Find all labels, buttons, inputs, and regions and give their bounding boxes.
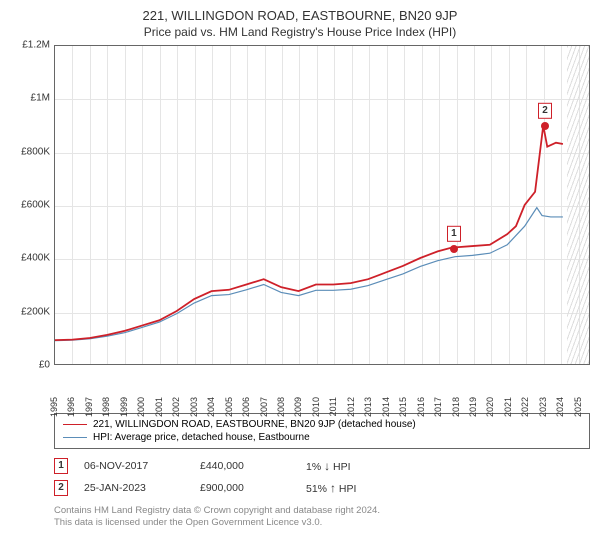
x-axis-label: 2013 <box>363 397 373 417</box>
x-axis-label: 2005 <box>224 397 234 417</box>
x-axis-label: 2007 <box>259 397 269 417</box>
y-axis-label: £1.2M <box>22 40 50 51</box>
x-axis-label: 2001 <box>154 397 164 417</box>
x-axis-label: 2006 <box>241 397 251 417</box>
sale-row: 1 06-NOV-2017 £440,000 1% ↓ HPI <box>54 455 590 477</box>
sale-marker-icon: 2 <box>538 103 552 119</box>
x-axis-label: 2003 <box>189 397 199 417</box>
series-price_paid <box>55 126 563 341</box>
x-axis-label: 2012 <box>346 397 356 417</box>
x-axis-label: 1999 <box>119 397 129 417</box>
footer-line: Contains HM Land Registry data © Crown c… <box>54 505 590 517</box>
x-axis-label: 1996 <box>66 397 76 417</box>
legend-label: 221, WILLINGDON ROAD, EASTBOURNE, BN20 9… <box>93 419 416 430</box>
legend-item-hpi: HPI: Average price, detached house, East… <box>63 431 581 444</box>
x-axis-label: 2023 <box>538 397 548 417</box>
x-axis-label: 1998 <box>101 397 111 417</box>
sale-marker-icon: 1 <box>447 225 461 241</box>
x-axis-label: 2020 <box>485 397 495 417</box>
sale-dot-icon <box>450 245 458 253</box>
x-axis-label: 2000 <box>136 397 146 417</box>
y-axis-label: £1M <box>31 93 50 104</box>
x-axis-label: 2002 <box>171 397 181 417</box>
x-axis-label: 2024 <box>555 397 565 417</box>
page-title: 221, WILLINGDON ROAD, EASTBOURNE, BN20 9… <box>10 8 590 23</box>
arrow-down-icon: ↓ <box>324 459 330 473</box>
sale-date: 06-NOV-2017 <box>84 460 184 472</box>
x-axis-label: 2011 <box>328 397 338 416</box>
x-axis-label: 2016 <box>416 397 426 417</box>
page-subtitle: Price paid vs. HM Land Registry's House … <box>10 25 590 39</box>
x-axis-label: 2004 <box>206 397 216 417</box>
x-axis-label: 2008 <box>276 397 286 417</box>
y-axis-label: £0 <box>39 360 50 371</box>
x-axis-label: 2010 <box>311 397 321 417</box>
y-axis-label: £400K <box>21 253 50 264</box>
sale-row: 2 25-JAN-2023 £900,000 51% ↑ HPI <box>54 477 590 499</box>
footer-line: This data is licensed under the Open Gov… <box>54 517 590 529</box>
series-hpi <box>55 208 563 341</box>
sale-marker-icon: 1 <box>54 458 68 474</box>
x-axis-label: 2019 <box>468 397 478 417</box>
x-axis-label: 2021 <box>503 397 513 417</box>
arrow-up-icon: ↑ <box>330 481 336 495</box>
sales-table: 1 06-NOV-2017 £440,000 1% ↓ HPI 2 25-JAN… <box>54 455 590 499</box>
legend: 221, WILLINGDON ROAD, EASTBOURNE, BN20 9… <box>54 413 590 449</box>
x-axis-label: 2017 <box>433 397 443 417</box>
x-axis-label: 2009 <box>293 397 303 417</box>
sale-dot-icon <box>541 122 549 130</box>
footer: Contains HM Land Registry data © Crown c… <box>54 505 590 530</box>
chart: £0£200K£400K£600K£800K£1M£1.2M 12 199519… <box>10 45 590 385</box>
sale-delta: 51% ↑ HPI <box>306 481 416 495</box>
x-axis-label: 1997 <box>84 397 94 417</box>
x-axis-label: 2018 <box>451 397 461 417</box>
sale-delta: 1% ↓ HPI <box>306 459 416 473</box>
x-axis-label: 2025 <box>573 397 583 417</box>
y-axis-label: £600K <box>21 200 50 211</box>
legend-item-price-paid: 221, WILLINGDON ROAD, EASTBOURNE, BN20 9… <box>63 418 581 431</box>
sale-price: £900,000 <box>200 482 290 494</box>
y-axis-label: £200K <box>21 306 50 317</box>
y-axis-label: £800K <box>21 146 50 157</box>
x-axis-label: 2015 <box>398 397 408 417</box>
sale-marker-icon: 2 <box>54 480 68 496</box>
x-axis-label: 2014 <box>381 397 391 417</box>
x-axis-label: 1995 <box>49 397 59 417</box>
legend-label: HPI: Average price, detached house, East… <box>93 432 310 443</box>
x-axis-label: 2022 <box>520 397 530 417</box>
sale-date: 25-JAN-2023 <box>84 482 184 494</box>
sale-price: £440,000 <box>200 460 290 472</box>
